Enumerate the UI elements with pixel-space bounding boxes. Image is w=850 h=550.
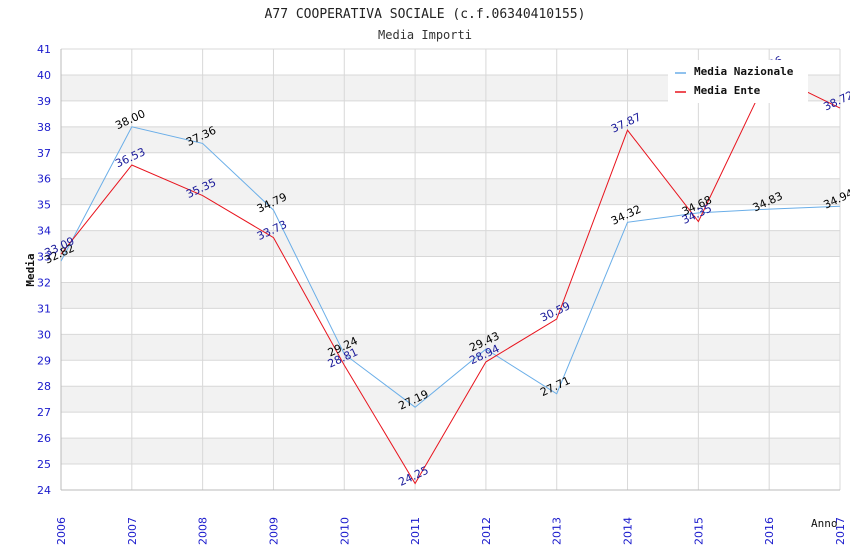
y-tick-label: 31 bbox=[37, 302, 51, 315]
x-tick-label: 2009 bbox=[267, 517, 280, 545]
y-tick-label: 27 bbox=[37, 406, 51, 419]
x-tick-label: 2010 bbox=[338, 517, 351, 545]
y-tick-label: 39 bbox=[37, 95, 51, 108]
y-tick-label: 32 bbox=[37, 276, 51, 289]
y-tick-label: 36 bbox=[37, 173, 51, 186]
x-tick-label: 2008 bbox=[197, 517, 210, 545]
legend-label-media-nazionale: Media Nazionale bbox=[694, 65, 794, 78]
grid-band bbox=[61, 230, 840, 257]
y-tick-label: 24 bbox=[37, 484, 51, 497]
plot-background bbox=[60, 48, 841, 491]
series-line-media-nazionale bbox=[60, 126, 841, 408]
legend-label-media-ente: Media Ente bbox=[694, 84, 761, 97]
axis-ticks: 24 25 26 27 28 29 30 31 32 33 34 35 36 37 38 39 40 41 2006… bbox=[37, 43, 847, 545]
data-label: 24.25 bbox=[397, 464, 431, 489]
y-tick-label: 34 bbox=[37, 225, 51, 238]
y-axis-label: Media bbox=[24, 253, 37, 286]
grid-band bbox=[61, 178, 840, 205]
grid-band bbox=[61, 334, 840, 361]
x-tick-label: 2014 bbox=[622, 517, 635, 545]
x-tick-label: 2011 bbox=[409, 517, 422, 545]
x-tick-label: 2007 bbox=[126, 517, 139, 545]
grid-band bbox=[61, 126, 840, 153]
y-tick-label: 41 bbox=[37, 43, 51, 56]
grid-band bbox=[61, 282, 840, 309]
x-tick-label: 2012 bbox=[480, 517, 493, 545]
x-tick-label: 2016 bbox=[763, 517, 776, 545]
legend: Media Nazionale Media Ente bbox=[668, 60, 808, 103]
y-tick-label: 35 bbox=[37, 199, 51, 212]
y-tick-label: 30 bbox=[37, 328, 51, 341]
x-tick-label: 2013 bbox=[551, 517, 564, 545]
series-line-media-ente bbox=[60, 72, 841, 485]
y-tick-label: 38 bbox=[37, 121, 51, 134]
x-tick-label: 2015 bbox=[692, 517, 705, 545]
y-tick-label: 29 bbox=[37, 354, 51, 367]
grid-band bbox=[61, 438, 840, 465]
y-tick-label: 28 bbox=[37, 380, 51, 393]
chart-subtitle: Media Importi bbox=[378, 28, 472, 42]
chart-title: A77 COOPERATIVA SOCIALE (c.f.06340410155… bbox=[265, 7, 586, 22]
grid-band bbox=[61, 386, 840, 413]
y-tick-label: 25 bbox=[37, 458, 51, 471]
y-tick-label: 40 bbox=[37, 69, 51, 82]
y-tick-label: 26 bbox=[37, 432, 51, 445]
legend-box bbox=[668, 60, 808, 103]
data-label: 34.32 bbox=[609, 203, 643, 228]
series-lines bbox=[60, 72, 841, 485]
x-tick-label: 2006 bbox=[55, 517, 68, 545]
y-tick-label: 37 bbox=[37, 147, 51, 160]
x-axis-label: Anno bbox=[811, 517, 838, 530]
data-labels: 32.8238.0037.3634.7929.2427.1929.4327.71… bbox=[42, 54, 850, 489]
y-tick-label: 33 bbox=[37, 251, 51, 264]
x-tick-label: 2017 bbox=[834, 517, 847, 545]
